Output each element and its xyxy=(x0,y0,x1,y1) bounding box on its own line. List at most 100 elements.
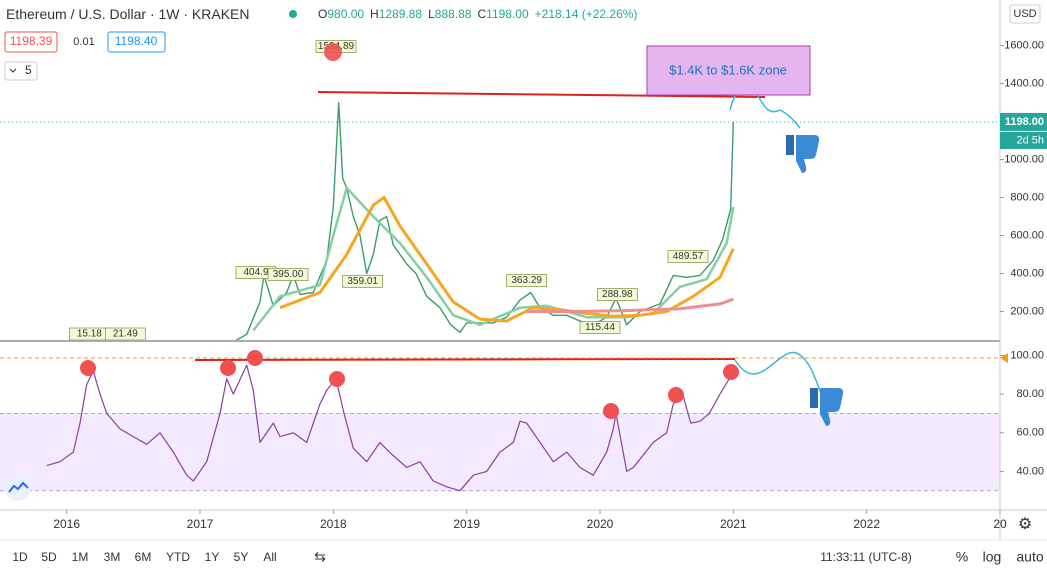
thumbs-down xyxy=(786,135,820,173)
bid[interactable]: 1198.39 xyxy=(10,34,53,48)
range-button[interactable]: 1Y xyxy=(205,550,220,564)
rsi-resistance xyxy=(194,358,736,361)
x-tick-label: 2017 xyxy=(187,517,214,531)
ohlc-key: O xyxy=(318,7,327,21)
axis-option[interactable]: log xyxy=(983,549,1002,565)
date-range-icon[interactable]: ⇆ xyxy=(314,549,326,565)
drawings: $1.4K to $1.6K zone xyxy=(0,43,1008,501)
axis-option[interactable]: % xyxy=(956,549,968,565)
ohlc-key: C xyxy=(478,7,487,21)
series-line xyxy=(526,297,734,313)
price-tag xyxy=(667,250,709,263)
indicators-toggle[interactable] xyxy=(4,61,38,81)
last-price-box xyxy=(1000,112,1047,131)
price-tag-label: 21.49 xyxy=(113,329,138,340)
ohlc-key: H xyxy=(370,7,379,21)
range-button[interactable]: 5D xyxy=(41,550,57,564)
ohlc-value: 1289.88 xyxy=(379,7,423,21)
toolbar: 1D 5D 1M 3M 6M YTD 1Y 5Y All% log auto xyxy=(12,549,1044,565)
marker xyxy=(329,371,345,387)
price-tag-label: 363.29 xyxy=(511,275,542,286)
x-tick-label: 2021 xyxy=(720,517,747,531)
thumbs-down xyxy=(810,388,844,426)
marker xyxy=(220,360,236,376)
price-tag-label: 15.18 xyxy=(77,329,102,340)
indicators-count[interactable]: 5 xyxy=(25,63,32,77)
change: +218.14 (+22.26%) xyxy=(535,7,638,21)
price-tag-label: 359.01 xyxy=(347,276,378,287)
ask[interactable]: 1198.40 xyxy=(115,34,158,48)
y-tick-label: 200.00 xyxy=(1010,305,1044,317)
series-line xyxy=(46,364,734,492)
countdown-box xyxy=(1000,131,1047,149)
x-tick-label: 2019 xyxy=(453,517,480,531)
range-button[interactable]: All xyxy=(263,550,276,564)
currency-button[interactable] xyxy=(1009,4,1041,24)
y-tick-label: 40.00 xyxy=(1016,465,1044,477)
price-tag-label: 404.9 xyxy=(243,267,268,278)
y-tick-label: 400.00 xyxy=(1010,267,1044,279)
spread: 0.01 xyxy=(73,36,94,48)
ohlc-value: 980.00 xyxy=(327,7,364,21)
marker xyxy=(723,364,739,380)
x-tick-label: 2018 xyxy=(320,517,347,531)
status-dot xyxy=(289,10,297,18)
ohlc: O980.00 H1289.88 L888.88 C1198.00 +218.14 (+… xyxy=(318,7,637,21)
x-tick-label: 2020 xyxy=(587,517,614,531)
range-button[interactable]: 6M xyxy=(135,550,152,564)
ask-button[interactable] xyxy=(107,31,166,53)
price-tag xyxy=(579,321,621,334)
x-tick-label: 2016 xyxy=(53,517,80,531)
clock: 11:33:11 (UTC-8) xyxy=(820,550,912,564)
price-tag-label: 395.00 xyxy=(273,269,304,280)
chevron xyxy=(9,68,17,73)
range-button[interactable]: 3M xyxy=(104,550,121,564)
y-tick-label: 100.00 xyxy=(1010,349,1044,361)
y-tick-label: 600.00 xyxy=(1010,229,1044,241)
logo-mark xyxy=(8,481,29,493)
range-button[interactable]: 5Y xyxy=(234,550,249,564)
range-button[interactable]: 1D xyxy=(12,550,28,564)
settings-icon[interactable]: ⚙ xyxy=(1018,516,1032,533)
currency[interactable]: USD xyxy=(1013,8,1036,20)
axis-option[interactable]: auto xyxy=(1016,549,1043,565)
ohlc-key: L xyxy=(428,7,435,21)
y-tick-label: 1600.00 xyxy=(1004,39,1044,51)
x-tick-label: 2022 xyxy=(853,517,880,531)
symbol-title: Ethereum / U.S. Dollar · 1W · KRAKEN xyxy=(6,6,250,22)
range-button[interactable]: YTD xyxy=(166,550,190,564)
price-tag xyxy=(342,274,384,288)
price-tag xyxy=(104,327,146,340)
symbol-header: Ethereum / U.S. Dollar · 1W · KRAKEN xyxy=(6,6,250,22)
price-tag-label: 115.44 xyxy=(585,322,615,333)
callout-text: $1.4K to $1.6K zone xyxy=(669,62,787,77)
last-price-label: 1198.00 xyxy=(1005,116,1044,128)
price-tag xyxy=(506,274,548,287)
price-tag xyxy=(267,268,309,281)
marker xyxy=(668,387,684,403)
ohlc-value: 888.88 xyxy=(435,7,472,21)
price-tag-label: 288.98 xyxy=(602,289,633,300)
price-tag xyxy=(596,288,638,301)
series-line xyxy=(279,196,735,323)
y-tick-label: 1400.00 xyxy=(1004,77,1044,89)
ohlc-value: 1198.00 xyxy=(486,7,529,21)
price-tag-label: 489.57 xyxy=(673,251,704,262)
series-line xyxy=(235,101,734,340)
marker xyxy=(603,403,619,419)
y-tick-label: 60.00 xyxy=(1016,427,1044,439)
marker xyxy=(247,350,263,366)
y-tick-label: 1000.00 xyxy=(1004,153,1044,165)
callout-box xyxy=(646,45,811,96)
marker xyxy=(80,360,96,376)
bid-button[interactable] xyxy=(4,31,58,53)
countdown: 2d 5h xyxy=(1016,134,1044,146)
y-tick-label: 80.00 xyxy=(1016,388,1044,400)
resistance-line xyxy=(317,91,766,98)
marker xyxy=(324,43,342,61)
range-button[interactable]: 1M xyxy=(72,550,89,564)
series-line xyxy=(252,186,735,332)
